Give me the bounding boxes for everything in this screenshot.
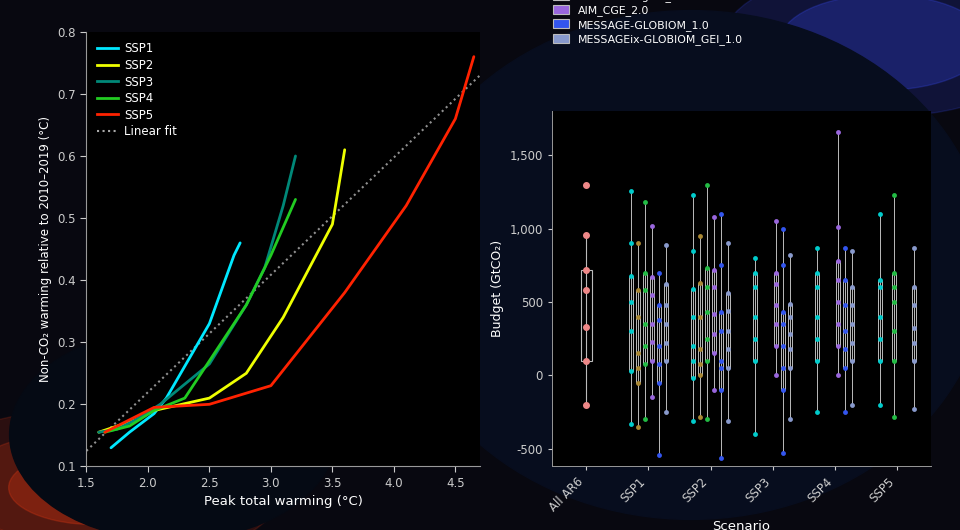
Y-axis label: Non-CO₂ warming relative to 2010–2019 (°C): Non-CO₂ warming relative to 2010–2019 (°… — [38, 116, 52, 382]
SSP3 — [155, 401, 166, 408]
SSP1 — [160, 395, 172, 401]
SSP1 — [204, 321, 215, 327]
SSP3 — [290, 153, 301, 159]
X-axis label: Scenario: Scenario — [712, 520, 771, 530]
SSP3 — [93, 429, 105, 436]
SSP4 — [179, 395, 190, 401]
Ellipse shape — [394, 11, 960, 519]
Line: SSP3: SSP3 — [99, 156, 296, 432]
Bar — [698, 283, 702, 375]
Bar — [581, 270, 591, 361]
Bar — [657, 305, 660, 383]
SSP1 — [234, 240, 246, 246]
Y-axis label: Budget (GtCO₂): Budget (GtCO₂) — [492, 240, 504, 338]
Bar — [636, 290, 640, 383]
Line: SSP2: SSP2 — [99, 150, 345, 432]
Legend: All AR6, IMAGE_3.0.1, IMAGE_3.2, REMIND-MAgPIE_1.5, AIM_CGE_2.0, MESSAGE-GLOBIOM: All AR6, IMAGE_3.0.1, IMAGE_3.2, REMIND-… — [550, 0, 746, 48]
Ellipse shape — [722, 0, 960, 117]
Bar — [815, 273, 820, 361]
Line: SSP5: SSP5 — [105, 57, 474, 432]
SSP4 — [148, 408, 159, 414]
Ellipse shape — [780, 0, 960, 90]
SSP2 — [130, 417, 141, 423]
SSP5 — [204, 401, 215, 408]
SSP2 — [339, 147, 350, 153]
Bar — [691, 289, 695, 378]
SSP3 — [204, 361, 215, 367]
SSP3 — [130, 417, 141, 423]
Legend: SSP1, SSP2, SSP3, SSP4, SSP5, Linear fit: SSP1, SSP2, SSP3, SSP4, SSP5, Linear fit — [92, 38, 181, 143]
SSP3 — [259, 264, 271, 271]
Bar — [719, 312, 723, 390]
Bar — [712, 270, 716, 354]
SSP5 — [265, 383, 276, 389]
Bar — [663, 285, 668, 361]
SSP5 — [148, 404, 159, 411]
Ellipse shape — [0, 408, 283, 530]
Bar — [754, 273, 757, 361]
Bar — [836, 261, 840, 346]
SSP1 — [124, 429, 135, 436]
Bar — [705, 268, 709, 361]
Bar — [877, 280, 881, 361]
SSP1 — [106, 445, 117, 451]
Bar — [629, 276, 633, 371]
SSP4 — [124, 423, 135, 429]
Bar — [781, 312, 785, 390]
SSP4 — [290, 196, 301, 202]
Bar — [892, 273, 896, 361]
SSP3 — [111, 426, 123, 432]
SSP2 — [204, 395, 215, 401]
Bar — [912, 287, 917, 361]
SSP4 — [241, 302, 252, 308]
Bar — [851, 287, 854, 361]
Bar — [643, 273, 647, 364]
SSP2 — [93, 429, 105, 436]
SSP5 — [449, 116, 461, 122]
SSP5 — [99, 429, 110, 436]
SSP5 — [339, 289, 350, 296]
Bar — [650, 277, 654, 361]
SSP4 — [265, 252, 276, 259]
SSP2 — [241, 370, 252, 376]
SSP5 — [124, 417, 135, 423]
SSP5 — [400, 202, 412, 209]
Ellipse shape — [0, 429, 233, 530]
Line: SSP4: SSP4 — [105, 199, 296, 432]
Bar — [788, 304, 792, 368]
SSP1 — [148, 410, 159, 417]
SSP4 — [99, 429, 110, 436]
SSP2 — [111, 423, 123, 429]
SSP2 — [326, 221, 338, 227]
Ellipse shape — [10, 329, 336, 530]
SSP2 — [148, 408, 159, 414]
SSP1 — [228, 252, 240, 259]
Bar — [726, 293, 730, 368]
X-axis label: Peak total warming (°C): Peak total warming (°C) — [204, 496, 363, 508]
Ellipse shape — [9, 450, 183, 525]
SSP2 — [277, 314, 289, 321]
Bar — [774, 273, 779, 346]
SSP5 — [468, 54, 480, 60]
Bar — [843, 280, 848, 368]
Line: SSP1: SSP1 — [111, 243, 240, 448]
SSP3 — [277, 202, 289, 209]
SSP3 — [241, 302, 252, 308]
